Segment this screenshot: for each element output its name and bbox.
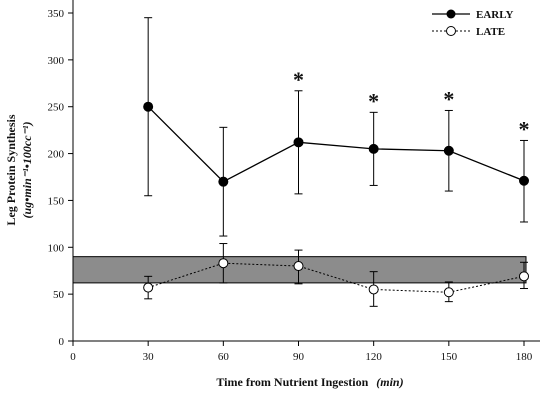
x-axis-unit: (min) [376,375,403,389]
y-tick-label: 250 [48,102,65,114]
series-line-late [148,262,525,293]
x-tick-label: 150 [441,351,458,363]
data-point-late [443,287,454,298]
data-point-late [218,258,229,269]
ticks-layer: 0 50 100 150 200 250 300 350 0 30 60 90 120 150 180 [48,8,533,363]
y-tick-label: 300 [48,55,65,67]
legend-early-marker [446,9,456,19]
axes-layer [72,0,540,342]
x-tick-label: 60 [218,351,230,363]
x-tick-label: 120 [365,351,382,363]
x-tick-label: 0 [70,351,76,363]
significance-marker: * [519,116,530,141]
x-tick-label: 180 [516,351,533,363]
y-tick-label: 100 [48,242,65,254]
x-axis-title-group: Time from Nutrient Ingestion (min) [216,373,403,390]
x-axis-title: Time from Nutrient Ingestion [216,375,368,389]
x-tick-label: 30 [143,351,155,363]
data-point-late [293,261,304,272]
significance-marker: * [443,86,454,111]
data-point-late [368,284,379,295]
y-tick-label: 50 [53,289,65,301]
series-line-early [147,106,525,183]
data-point-early [368,143,379,154]
y-axis-title: Leg Protein Synthesis [4,114,18,225]
data-point-early [218,176,229,187]
significance-marker: * [368,88,379,113]
data-point-late [519,271,529,282]
y-tick-label: 150 [48,195,65,207]
x-tick-label: 90 [293,351,305,363]
y-tick-label: 0 [59,336,65,348]
legend-late-label: LATE [476,26,505,38]
data-point-early [443,145,454,156]
legend: EARLY LATE [432,9,514,38]
data-point-early [293,137,304,148]
data-point-late [143,282,154,293]
data-point-early [519,175,529,186]
legend-early-label: EARLY [476,9,514,21]
significance-layer: * * * * [293,67,530,142]
y-tick-label: 200 [48,149,65,161]
legend-late-marker [446,26,456,36]
y-tick-label: 350 [48,8,65,20]
y-axis-unit: (ug•min⁻¹•100cc⁻¹) [20,122,34,219]
data-point-early [143,101,154,112]
significance-marker: * [293,67,304,92]
series-layer [143,17,529,307]
